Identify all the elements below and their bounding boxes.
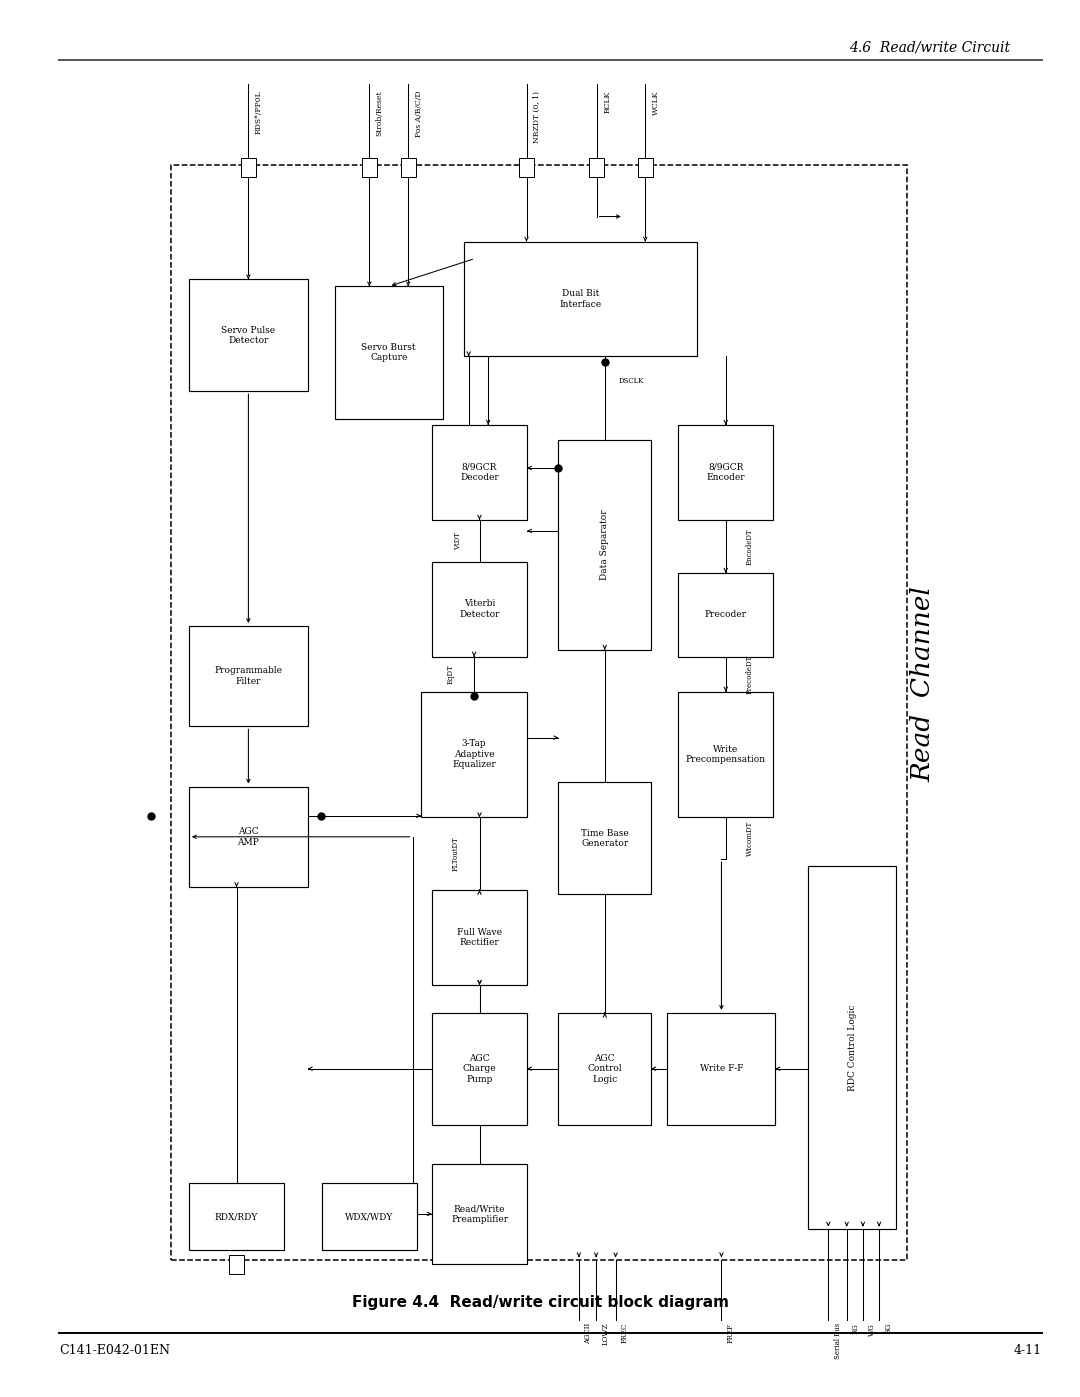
Text: Pos A/B/C/D: Pos A/B/C/D — [415, 91, 422, 137]
Text: Strob/Reset: Strob/Reset — [376, 91, 383, 137]
FancyBboxPatch shape — [189, 626, 308, 726]
Text: AGCII: AGCII — [584, 1323, 592, 1344]
FancyBboxPatch shape — [808, 866, 896, 1229]
FancyBboxPatch shape — [421, 692, 527, 817]
FancyBboxPatch shape — [335, 286, 443, 419]
Text: Programmable
Filter: Programmable Filter — [215, 666, 282, 686]
FancyBboxPatch shape — [558, 1013, 651, 1125]
FancyBboxPatch shape — [432, 1013, 527, 1125]
FancyBboxPatch shape — [189, 279, 308, 391]
Text: 3-Tap
Adaptive
Equalizer: 3-Tap Adaptive Equalizer — [453, 739, 496, 770]
FancyBboxPatch shape — [322, 1183, 417, 1250]
Text: RDC Control Logic: RDC Control Logic — [848, 1004, 856, 1091]
Text: Read  Channel: Read Channel — [910, 587, 936, 782]
Text: C141-E042-01EN: C141-E042-01EN — [59, 1344, 171, 1358]
FancyBboxPatch shape — [590, 158, 605, 177]
FancyBboxPatch shape — [362, 158, 377, 177]
Text: WtcomDT: WtcomDT — [745, 820, 754, 856]
Text: EncodeDT: EncodeDT — [745, 528, 754, 564]
FancyBboxPatch shape — [678, 692, 773, 817]
Text: 4-11: 4-11 — [1014, 1344, 1042, 1358]
FancyBboxPatch shape — [667, 1013, 775, 1125]
Text: AGC
AMP: AGC AMP — [238, 827, 259, 847]
Text: LOWZ: LOWZ — [602, 1323, 609, 1345]
Text: 4.6  Read/write Circuit: 4.6 Read/write Circuit — [849, 41, 1010, 54]
Text: NRZDT (0, 1): NRZDT (0, 1) — [534, 91, 541, 142]
Text: Servo Burst
Capture: Servo Burst Capture — [362, 344, 416, 362]
Text: WG: WG — [868, 1323, 876, 1336]
FancyBboxPatch shape — [229, 1255, 244, 1274]
Text: Write F-F: Write F-F — [700, 1065, 743, 1073]
Text: WCLK: WCLK — [652, 91, 660, 115]
FancyBboxPatch shape — [464, 242, 697, 356]
FancyBboxPatch shape — [189, 1183, 284, 1250]
Text: FLToutDT: FLToutDT — [451, 837, 460, 870]
Text: AGC
Control
Logic: AGC Control Logic — [588, 1053, 622, 1084]
FancyBboxPatch shape — [432, 890, 527, 985]
Text: RDX/RDY: RDX/RDY — [215, 1213, 258, 1221]
Text: RG: RG — [852, 1323, 860, 1334]
Text: VtDT: VtDT — [454, 532, 462, 549]
Text: Full Wave
Rectifier: Full Wave Rectifier — [457, 928, 502, 947]
Text: EqDT: EqDT — [446, 664, 455, 685]
FancyBboxPatch shape — [678, 425, 773, 520]
FancyBboxPatch shape — [558, 782, 651, 894]
FancyBboxPatch shape — [678, 573, 773, 657]
Text: PrecodeDT: PrecodeDT — [745, 654, 754, 694]
Text: FREC: FREC — [621, 1323, 629, 1343]
FancyBboxPatch shape — [432, 1164, 527, 1264]
FancyBboxPatch shape — [637, 158, 652, 177]
Text: SG: SG — [885, 1323, 892, 1333]
Text: Write
Precompensation: Write Precompensation — [686, 745, 766, 764]
FancyBboxPatch shape — [518, 158, 534, 177]
FancyBboxPatch shape — [241, 158, 256, 177]
Text: Figure 4.4  Read/write circuit block diagram: Figure 4.4 Read/write circuit block diag… — [351, 1295, 729, 1309]
FancyBboxPatch shape — [432, 562, 527, 657]
Text: Data Separator: Data Separator — [600, 510, 609, 580]
Text: Time Base
Generator: Time Base Generator — [581, 828, 629, 848]
Text: WDX/WDY: WDX/WDY — [346, 1213, 393, 1221]
Text: Precoder: Precoder — [705, 610, 746, 619]
Text: Servo Pulse
Detector: Servo Pulse Detector — [221, 326, 275, 345]
Text: Dual Bit
Interface: Dual Bit Interface — [559, 289, 602, 309]
Text: RDS*/PP0L: RDS*/PP0L — [255, 91, 262, 134]
FancyBboxPatch shape — [432, 425, 527, 520]
FancyBboxPatch shape — [401, 158, 416, 177]
Text: Serial Bus: Serial Bus — [834, 1323, 841, 1359]
Text: RCLK: RCLK — [603, 91, 611, 113]
Text: DSCLK: DSCLK — [619, 377, 645, 386]
Text: FREF: FREF — [727, 1323, 734, 1343]
Text: Read/Write
Preamplifier: Read/Write Preamplifier — [451, 1204, 508, 1224]
Text: 8/9GCR
Encoder: 8/9GCR Encoder — [706, 462, 745, 482]
Text: AGC
Charge
Pump: AGC Charge Pump — [462, 1053, 497, 1084]
Text: 8/9GCR
Decoder: 8/9GCR Decoder — [460, 462, 499, 482]
FancyBboxPatch shape — [189, 787, 308, 887]
Text: Viterbi
Detector: Viterbi Detector — [459, 599, 500, 619]
FancyBboxPatch shape — [558, 440, 651, 650]
